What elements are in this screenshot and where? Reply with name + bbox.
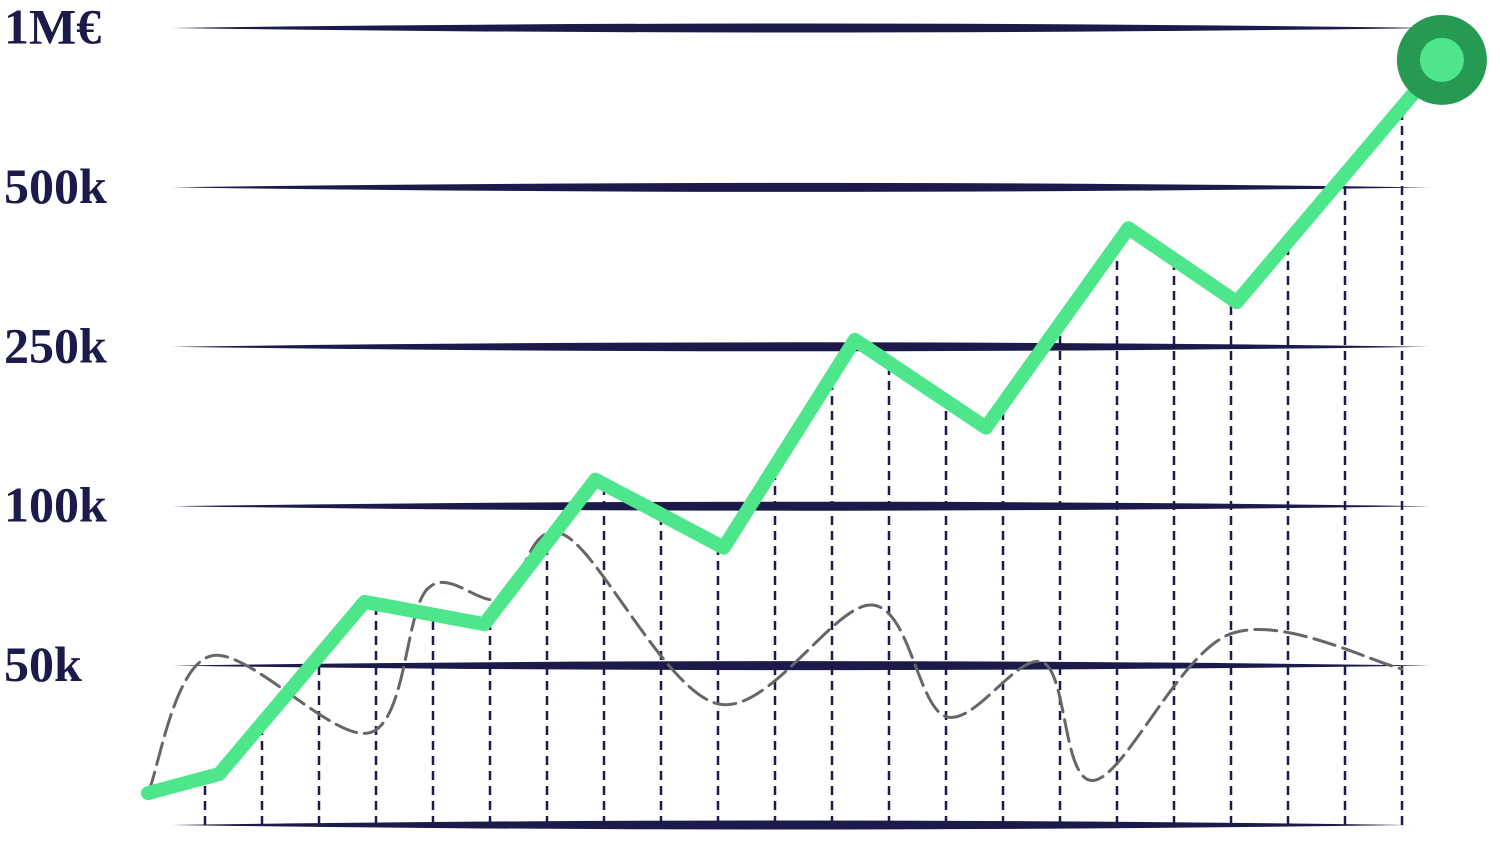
grid-line — [172, 661, 1430, 671]
grid-line — [172, 23, 1430, 33]
y-tick-label: 1M€ — [4, 0, 101, 54]
y-tick-label: 250k — [4, 317, 107, 373]
y-tick-label: 50k — [4, 636, 82, 692]
grid-line — [172, 342, 1430, 352]
y-tick-label: 100k — [4, 477, 107, 533]
dashed-line — [146, 530, 1404, 795]
main-line — [141, 52, 1449, 801]
grid-line — [172, 182, 1430, 192]
end-marker-inner — [1419, 37, 1464, 82]
y-tick-label: 500k — [4, 158, 107, 214]
baseline — [172, 820, 1410, 830]
grid-line — [172, 501, 1430, 511]
